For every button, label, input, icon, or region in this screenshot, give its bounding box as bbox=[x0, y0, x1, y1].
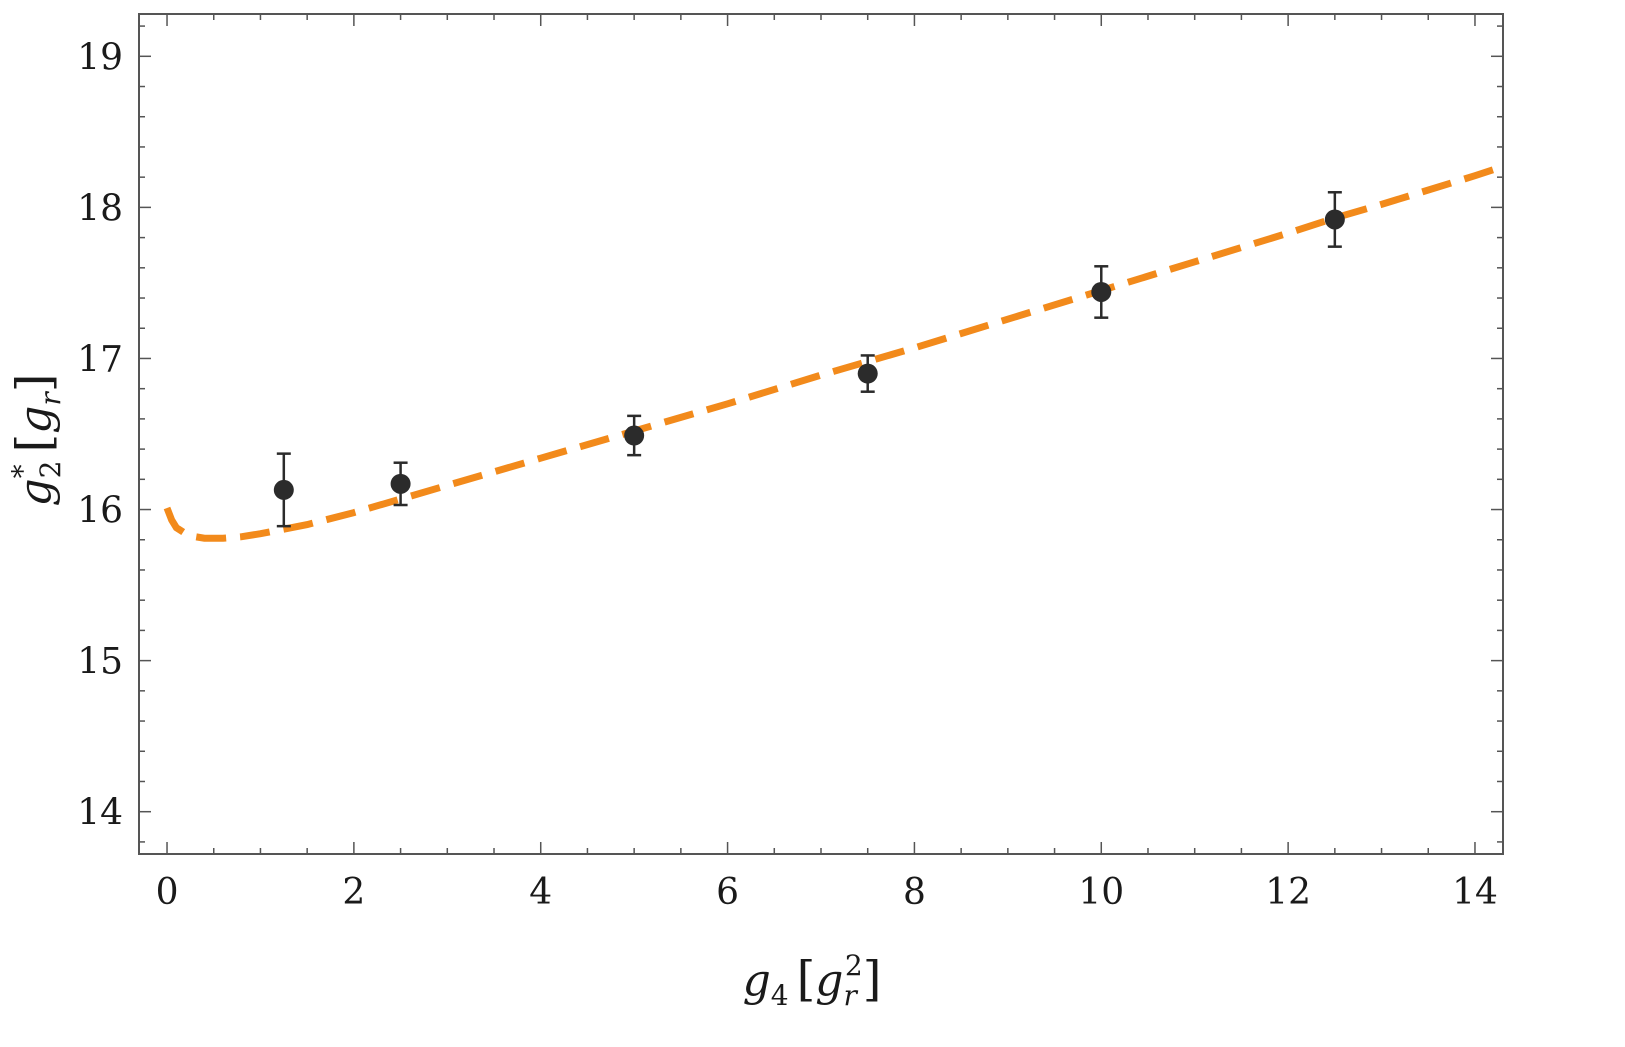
fit-curve bbox=[163, 166, 1495, 542]
data-point bbox=[1324, 191, 1345, 248]
x-tick-label: 14 bbox=[1452, 872, 1498, 913]
x-tick-label: 4 bbox=[529, 872, 552, 913]
point-marker bbox=[1091, 281, 1112, 302]
x-tick-label: 8 bbox=[903, 872, 926, 913]
y-tick-label: 18 bbox=[77, 188, 123, 229]
point-marker bbox=[624, 425, 645, 446]
y-axis-label: g*2[gr] bbox=[6, 373, 67, 506]
point-marker bbox=[390, 473, 411, 494]
y-tick-label: 15 bbox=[77, 642, 123, 683]
x-tick-label: 10 bbox=[1078, 872, 1124, 913]
data-point bbox=[624, 414, 645, 457]
axis-ticks bbox=[139, 14, 1503, 854]
data-point bbox=[1091, 265, 1112, 319]
x-tick-label: 12 bbox=[1265, 872, 1311, 913]
series-line bbox=[163, 166, 1495, 542]
data-point bbox=[857, 354, 878, 393]
x-tick-label: 2 bbox=[342, 872, 365, 913]
point-marker bbox=[273, 479, 294, 500]
x-axis-label: g4 [gr2] bbox=[743, 949, 882, 1012]
y-tick-label: 17 bbox=[77, 339, 123, 380]
x-tick-label: 6 bbox=[716, 872, 739, 913]
x-tick-label: 0 bbox=[156, 872, 179, 913]
y-tick-label: 16 bbox=[77, 491, 123, 532]
y-tick-label: 14 bbox=[77, 793, 123, 834]
point-marker bbox=[1324, 209, 1345, 230]
data-point bbox=[273, 452, 294, 528]
point-marker bbox=[857, 363, 878, 384]
y-tick-label: 19 bbox=[77, 37, 123, 78]
plot-frame bbox=[138, 13, 1504, 855]
data-points bbox=[273, 191, 1345, 528]
axis-tick-labels: 0 2 4 6 8 10 12 14 14 15 16 17 18 19 bbox=[77, 37, 1498, 913]
data-point bbox=[390, 461, 411, 507]
